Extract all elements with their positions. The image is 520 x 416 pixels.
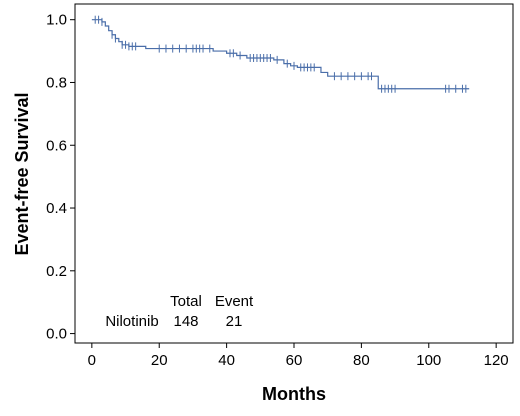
x-tick-label: 60	[286, 352, 303, 369]
x-axis-title: Months	[262, 384, 326, 404]
x-tick-label: 40	[218, 352, 235, 369]
x-tick-label: 20	[151, 352, 168, 369]
x-axis: 0 20 40 60 80 100 120	[88, 343, 509, 369]
y-tick-label: 0.0	[46, 326, 67, 343]
survival-curve	[91, 19, 470, 90]
censor-marks	[94, 15, 467, 93]
plot-area	[74, 3, 514, 344]
x-tick-label: 0	[88, 352, 96, 369]
x-tick-label: 120	[484, 352, 509, 369]
y-tick-label: 0.2	[46, 263, 67, 280]
event-header: Event	[215, 293, 254, 310]
y-axis-title: Event-free Survival	[12, 92, 32, 255]
group-name: Nilotinib	[105, 313, 158, 330]
event-value: 21	[226, 313, 243, 330]
total-value: 148	[173, 313, 198, 330]
total-header: Total	[170, 293, 202, 310]
y-tick-label: 1.0	[46, 12, 67, 29]
survival-step-line	[91, 19, 470, 90]
y-tick-label: 0.4	[46, 200, 67, 217]
y-tick-label: 0.6	[46, 137, 67, 154]
x-tick-label: 100	[416, 352, 441, 369]
x-tick-label: 80	[353, 352, 370, 369]
y-axis: 0.0 0.2 0.4 0.6 0.8 1.0	[46, 12, 75, 343]
y-tick-label: 0.8	[46, 74, 67, 91]
